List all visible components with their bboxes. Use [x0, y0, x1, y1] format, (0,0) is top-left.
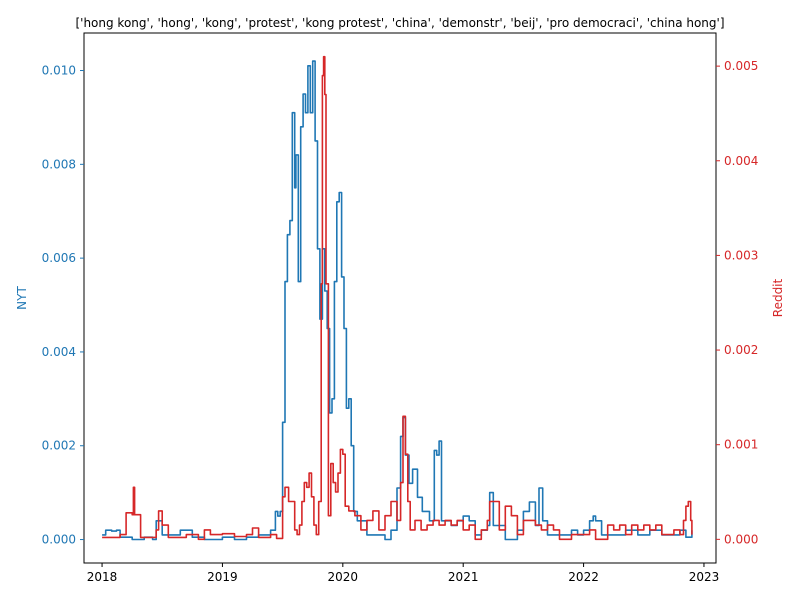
- left-y-tick-label: 0.008: [42, 157, 76, 171]
- left-y-axis-label: NYT: [15, 286, 29, 310]
- right-y-tick-label: 0.002: [724, 343, 758, 357]
- chart-title: ['hong kong', 'hong', 'kong', 'protest',…: [75, 16, 724, 30]
- series-layer: [102, 55, 693, 541]
- right-y-axis-label: Reddit: [771, 278, 785, 317]
- right-y-tick-label: 0.005: [724, 59, 758, 73]
- left-y-tick-label: 0.010: [42, 64, 76, 78]
- left-y-tick-label: 0.006: [42, 251, 76, 265]
- left-y-axis: 0.000 0.002 0.004 0.006 0.008 0.010: [42, 64, 84, 547]
- left-y-tick-label: 0.004: [42, 345, 76, 359]
- right-y-tick-label: 0.004: [724, 154, 758, 168]
- series-line-reddit: [102, 55, 693, 541]
- x-tick-label: 2022: [568, 570, 599, 584]
- right-y-tick-label: 0.001: [724, 438, 758, 452]
- right-y-tick-label: 0.003: [724, 248, 758, 262]
- left-y-tick-label: 0.000: [42, 533, 76, 547]
- x-tick-label: 2019: [207, 570, 238, 584]
- right-y-tick-label: 0.000: [724, 532, 758, 546]
- x-tick-label: 2020: [328, 570, 359, 584]
- x-tick-label: 2021: [448, 570, 479, 584]
- right-y-axis: 0.000 0.001 0.002 0.003 0.004 0.005: [716, 59, 758, 546]
- x-axis: 2018 2019 2020 2021 2022 2023: [87, 563, 719, 584]
- x-tick-label: 2018: [87, 570, 118, 584]
- plot-frame: [83, 32, 717, 564]
- left-y-tick-label: 0.002: [42, 439, 76, 453]
- x-tick-label: 2023: [689, 570, 720, 584]
